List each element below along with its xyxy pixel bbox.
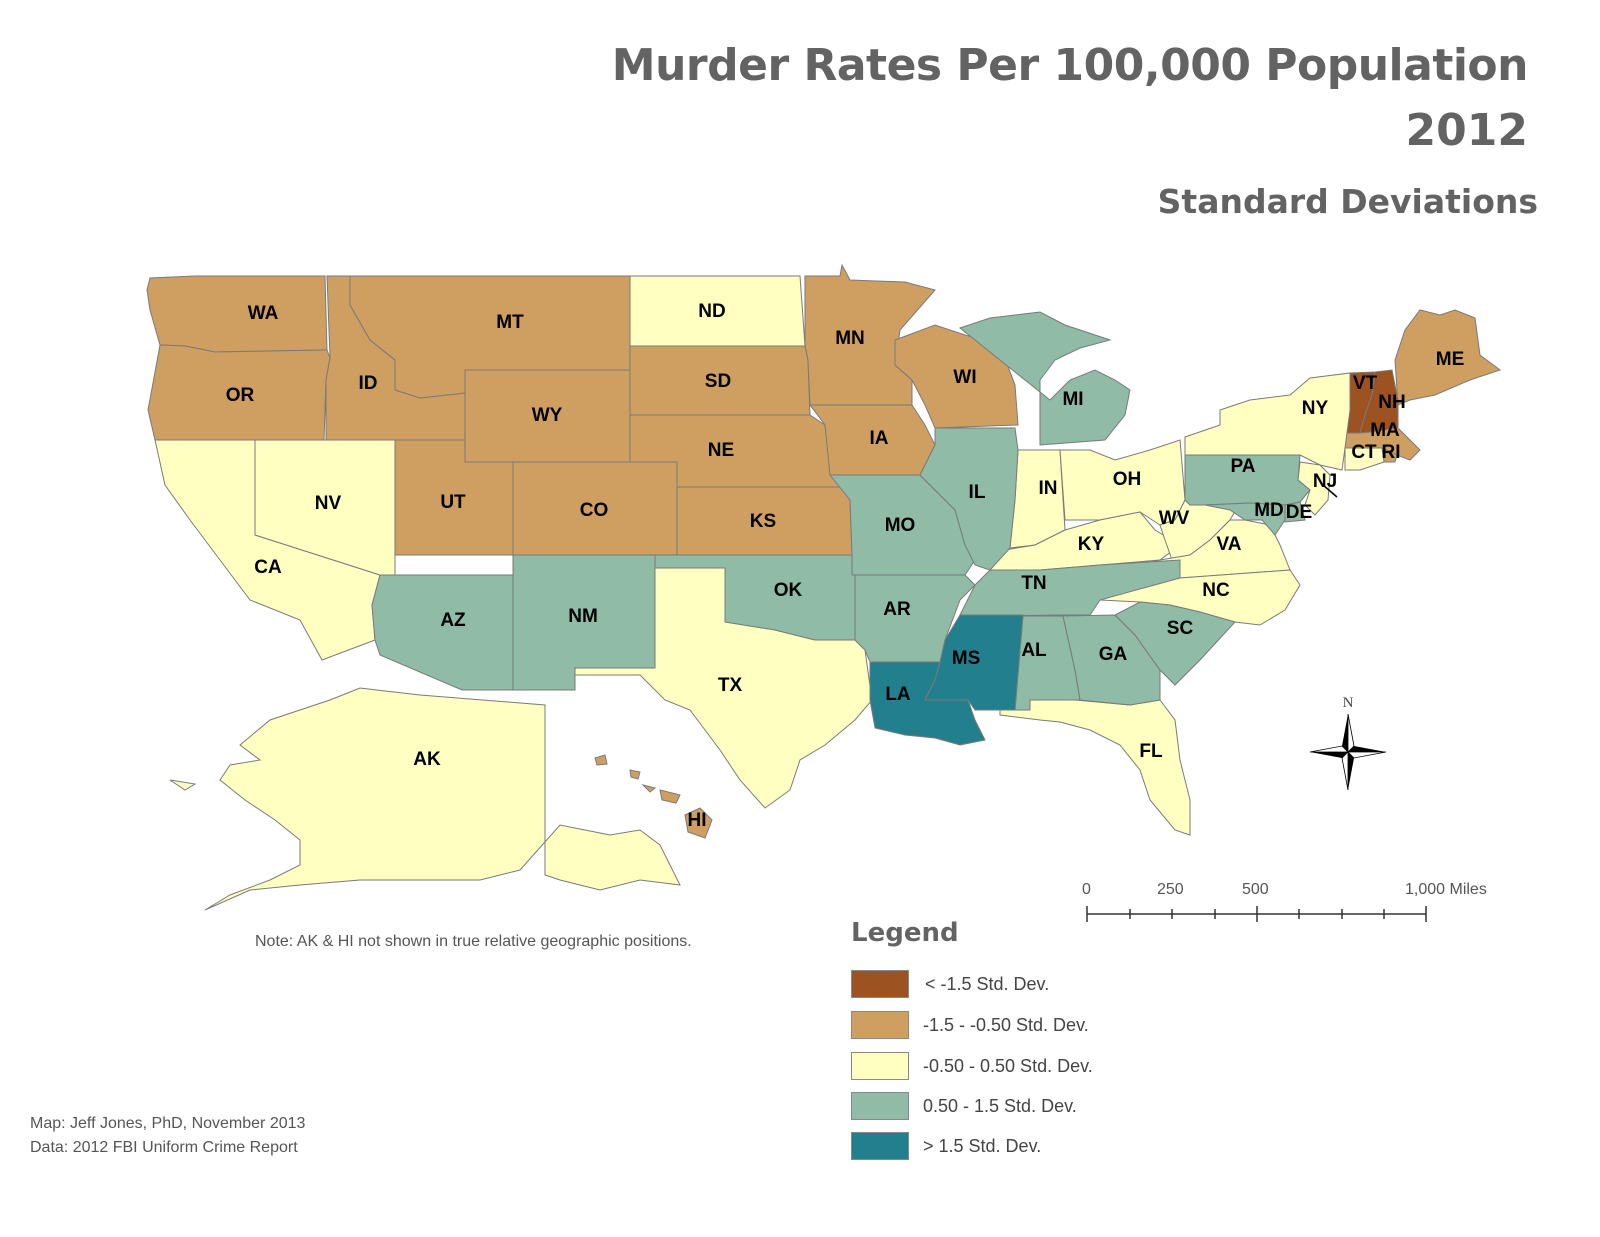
legend-label: -1.5 - -0.50 Std. Dev.	[923, 1014, 1089, 1035]
scale-tick-1000: 1,000 Miles	[1405, 881, 1487, 898]
label-ga: GA	[1099, 644, 1128, 665]
label-mn: MN	[835, 328, 865, 349]
label-pa: PA	[1231, 456, 1256, 477]
label-nd: ND	[698, 301, 725, 322]
map-year: 2012	[1405, 105, 1528, 156]
label-mt: MT	[496, 312, 524, 333]
label-nc: NC	[1202, 580, 1230, 601]
state-az[interactable]	[371, 574, 514, 691]
label-wi: WI	[953, 367, 976, 388]
label-mi: MI	[1062, 389, 1083, 410]
state-me[interactable]	[1394, 309, 1502, 406]
label-nh: NH	[1378, 392, 1405, 413]
legend-swatch	[851, 1052, 909, 1080]
legend-label: > 1.5 Std. Dev.	[923, 1135, 1042, 1156]
legend-label: < -1.5 Std. Dev.	[925, 973, 1050, 994]
scale-tick-0: 0	[1082, 881, 1091, 898]
label-ok: OK	[774, 580, 803, 601]
state-de[interactable]	[1284, 501, 1306, 523]
data-credit: Data: 2012 FBI Uniform Crime Report	[30, 1139, 298, 1156]
label-hi: HI	[688, 810, 707, 831]
label-ak: AK	[413, 749, 441, 770]
label-wv: WV	[1159, 508, 1190, 529]
label-nj: NJ	[1313, 471, 1337, 492]
label-va: VA	[1217, 534, 1242, 555]
label-tn: TN	[1021, 573, 1046, 594]
legend-item-neg1-5-to-neg0-5: -1.5 - -0.50 Std. Dev.	[851, 1010, 1089, 1040]
label-or: OR	[226, 385, 255, 406]
state-mi[interactable]	[958, 311, 1131, 446]
north-arrow-icon: N	[1309, 695, 1387, 791]
legend-swatch	[851, 1092, 909, 1120]
label-il: IL	[969, 482, 986, 503]
state-fl[interactable]	[999, 697, 1191, 836]
label-md: MD	[1254, 500, 1284, 521]
label-in: IN	[1039, 478, 1058, 499]
legend-swatch	[851, 1011, 909, 1039]
scale-bar	[1086, 906, 1427, 922]
scale-tick-500: 500	[1242, 881, 1269, 898]
state-nh[interactable]	[1359, 369, 1399, 434]
label-sc: SC	[1167, 618, 1194, 639]
state-labels: WA OR CA NV ID MT WY UT CO AZ NM ND SD N…	[226, 301, 1465, 831]
legend-label: -0.50 - 0.50 Std. Dev.	[923, 1055, 1093, 1076]
state-sc[interactable]	[1114, 601, 1236, 686]
state-md[interactable]	[1204, 502, 1286, 536]
state-hi[interactable]	[594, 754, 713, 839]
state-wi[interactable]	[894, 324, 1019, 429]
label-fl: FL	[1139, 741, 1163, 762]
label-ne: NE	[708, 440, 734, 461]
state-wa[interactable]	[146, 275, 328, 353]
label-ut: UT	[440, 492, 466, 513]
label-wa: WA	[248, 303, 279, 324]
legend-swatch	[851, 970, 909, 998]
label-co: CO	[580, 500, 609, 521]
legend-swatch	[851, 1132, 909, 1160]
label-oh: OH	[1113, 469, 1142, 490]
label-ks: KS	[750, 511, 776, 532]
map-credit: Map: Jeff Jones, PhD, November 2013	[30, 1115, 306, 1132]
label-ar: AR	[883, 599, 911, 620]
legend-item-0-5-to-1-5: 0.50 - 1.5 Std. Dev.	[851, 1091, 1077, 1121]
label-tx: TX	[718, 675, 743, 696]
map-title: Murder Rates Per 100,000 Population	[611, 40, 1529, 91]
label-ms: MS	[952, 648, 981, 669]
label-id: ID	[359, 373, 378, 394]
label-vt: VT	[1353, 373, 1378, 394]
state-ms[interactable]	[924, 614, 1024, 711]
label-nv: NV	[315, 493, 342, 514]
map-subtitle: Standard Deviations	[1157, 182, 1538, 221]
label-nm: NM	[568, 606, 598, 627]
label-ma: MA	[1370, 420, 1400, 441]
label-ia: IA	[870, 428, 889, 449]
state-nd[interactable]	[629, 275, 806, 347]
label-az: AZ	[440, 610, 466, 631]
legend-label: 0.50 - 1.5 Std. Dev.	[923, 1095, 1077, 1116]
north-label: N	[1343, 695, 1354, 711]
label-de: DE	[1286, 502, 1312, 523]
label-ca: CA	[254, 557, 282, 578]
label-sd: SD	[705, 371, 731, 392]
legend-item-neg0-5-to-0-5: -0.50 - 0.50 Std. Dev.	[851, 1051, 1093, 1081]
state-ak[interactable]	[169, 687, 681, 911]
label-ny: NY	[1302, 398, 1329, 419]
state-ct[interactable]	[1344, 447, 1385, 471]
label-la: LA	[885, 684, 911, 705]
legend-title: Legend	[851, 918, 959, 948]
label-al: AL	[1021, 640, 1047, 661]
nj-leader-line	[1322, 484, 1338, 498]
legend-item-lt-neg1-5: < -1.5 Std. Dev.	[851, 969, 1049, 999]
label-ky: KY	[1078, 534, 1105, 555]
state-il[interactable]	[919, 427, 1019, 571]
scale-tick-250: 250	[1157, 881, 1184, 898]
map-note: Note: AK & HI not shown in true relative…	[255, 933, 692, 950]
label-ri: RI	[1382, 442, 1401, 463]
state-in[interactable]	[1009, 449, 1066, 549]
label-me: ME	[1436, 349, 1465, 370]
label-mo: MO	[885, 515, 916, 536]
label-ct: CT	[1351, 442, 1377, 463]
legend-item-gt-1-5: > 1.5 Std. Dev.	[851, 1131, 1041, 1161]
label-wy: WY	[532, 405, 563, 426]
